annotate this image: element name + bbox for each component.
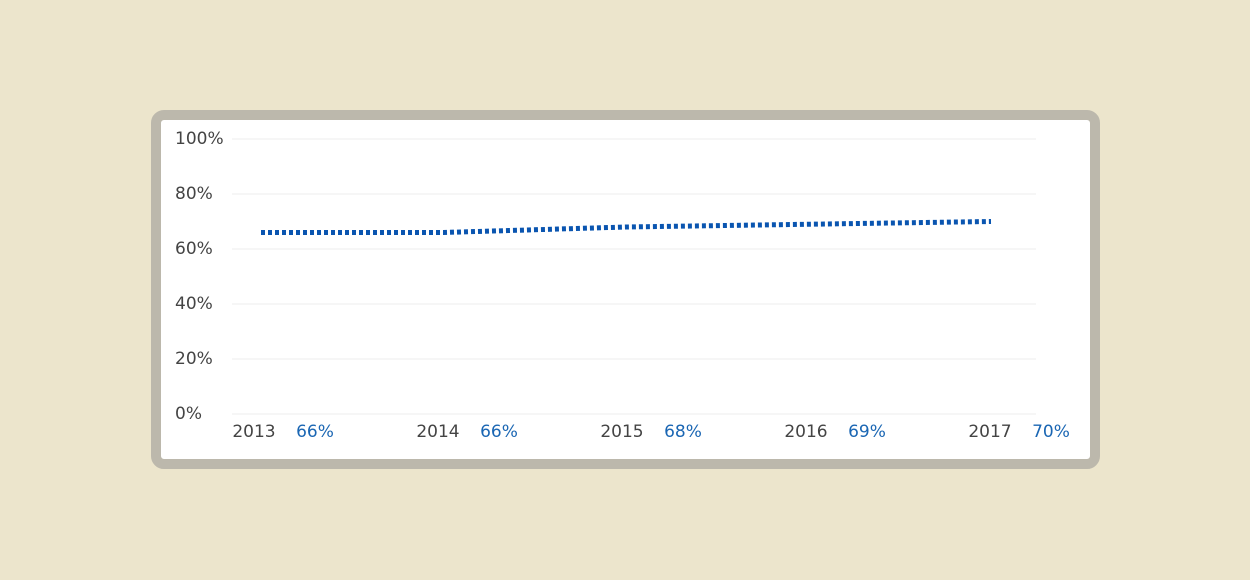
chart-frame bbox=[151, 110, 1100, 469]
y-tick-label: 0% bbox=[175, 404, 202, 424]
x-tick-label: 2015 bbox=[600, 422, 643, 442]
y-tick-label: 40% bbox=[175, 294, 213, 314]
y-tick-label: 20% bbox=[175, 349, 213, 369]
value-label: 70% bbox=[1032, 422, 1070, 442]
x-tick-label: 2013 bbox=[232, 422, 275, 442]
value-label: 69% bbox=[848, 422, 886, 442]
y-tick-label: 60% bbox=[175, 239, 213, 259]
y-tick-label: 80% bbox=[175, 184, 213, 204]
value-label: 68% bbox=[664, 422, 702, 442]
value-label: 66% bbox=[480, 422, 518, 442]
data-line bbox=[261, 219, 992, 235]
x-tick-label: 2016 bbox=[784, 422, 827, 442]
y-tick-label: 100% bbox=[175, 129, 224, 149]
x-tick-label: 2017 bbox=[968, 422, 1011, 442]
x-tick-label: 2014 bbox=[416, 422, 459, 442]
value-label: 66% bbox=[296, 422, 334, 442]
